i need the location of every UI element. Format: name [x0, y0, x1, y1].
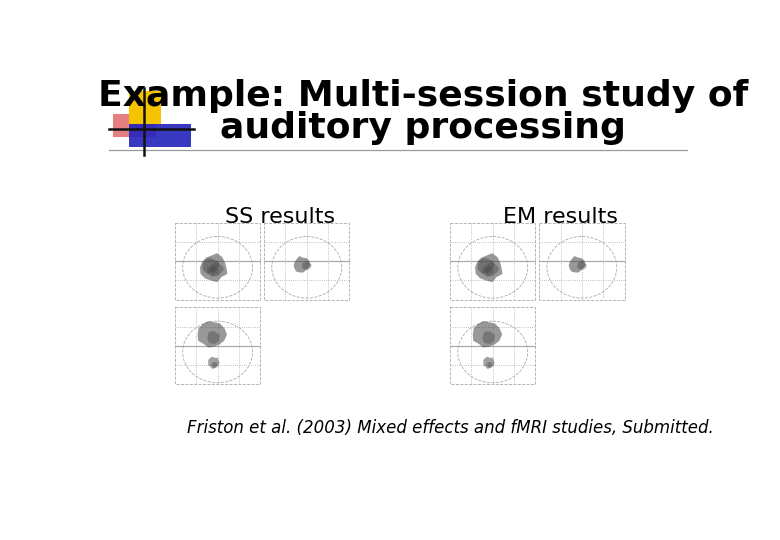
- Bar: [264, 222, 349, 300]
- Polygon shape: [207, 266, 218, 277]
- Bar: [450, 307, 535, 384]
- Text: Friston et al. (2003) Mixed effects and fMRI studies, Submitted.: Friston et al. (2003) Mixed effects and …: [186, 419, 714, 437]
- Polygon shape: [211, 362, 218, 368]
- Text: SS results: SS results: [225, 207, 335, 227]
- Polygon shape: [577, 261, 587, 269]
- Polygon shape: [478, 258, 495, 274]
- Polygon shape: [209, 262, 224, 276]
- Polygon shape: [293, 256, 310, 273]
- Polygon shape: [473, 321, 502, 348]
- Polygon shape: [484, 262, 499, 276]
- Text: auditory processing: auditory processing: [220, 111, 626, 145]
- Text: Example: Multi-session study of: Example: Multi-session study of: [98, 79, 748, 113]
- Bar: [539, 222, 625, 300]
- Polygon shape: [484, 356, 495, 369]
- Polygon shape: [207, 331, 220, 344]
- Polygon shape: [200, 253, 228, 282]
- Polygon shape: [203, 258, 219, 274]
- Polygon shape: [129, 124, 190, 147]
- Bar: [450, 222, 535, 300]
- Polygon shape: [302, 261, 312, 269]
- Bar: [175, 222, 261, 300]
- Polygon shape: [113, 114, 156, 137]
- Polygon shape: [487, 362, 492, 368]
- Polygon shape: [482, 331, 495, 344]
- Polygon shape: [482, 266, 494, 277]
- Bar: [175, 307, 261, 384]
- Polygon shape: [475, 253, 502, 282]
- Polygon shape: [569, 256, 586, 273]
- Text: EM results: EM results: [503, 207, 618, 227]
- Polygon shape: [129, 91, 161, 124]
- Polygon shape: [208, 356, 219, 369]
- Polygon shape: [197, 321, 227, 348]
